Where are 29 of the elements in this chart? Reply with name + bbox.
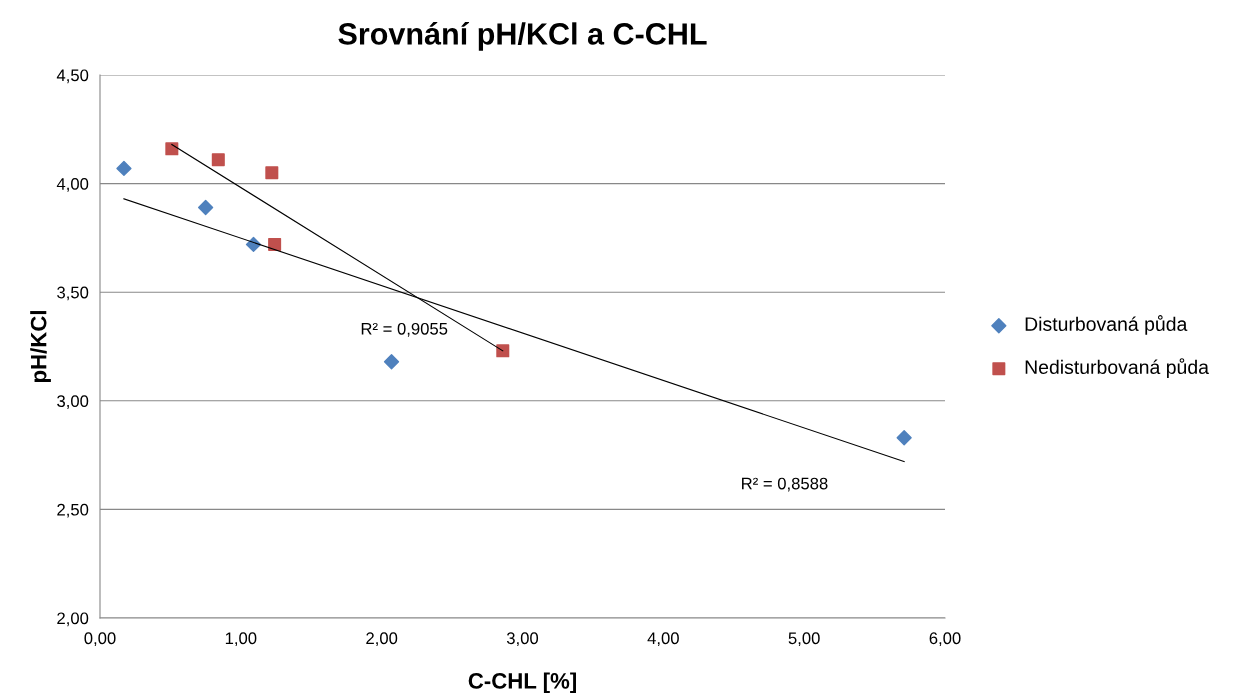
y-tick-label: 2,50: [57, 503, 89, 518]
y-tick-label: 4,50: [56, 69, 89, 84]
x-tick-label: 2,00: [366, 632, 398, 647]
x-tick-label: 6,00: [929, 632, 961, 647]
y-tick-label: 4,00: [56, 178, 89, 192]
legend-label: Disturbovaná půda: [1025, 315, 1188, 335]
y-axis-title: pH/KCl: [30, 311, 51, 383]
legend-label: Nedisturbovaná půda: [1025, 358, 1209, 378]
point: [268, 237, 282, 251]
annotation: R² = 0,9055: [361, 322, 448, 337]
point: [116, 160, 132, 177]
point: [265, 166, 279, 180]
point: [211, 153, 225, 167]
x-tick-label: 0,00: [84, 632, 116, 647]
y-tick-label: 3,00: [57, 395, 89, 409]
x-tick-label: 1,00: [225, 632, 257, 647]
point: [383, 354, 400, 370]
point: [496, 344, 510, 358]
y-tick-label: 3,50: [57, 286, 89, 301]
x-tick-label: 5,00: [788, 632, 820, 647]
y-tick-label: 2,00: [57, 612, 89, 627]
annotation: R² = 0,8588: [742, 477, 828, 492]
x-axis-title: C-CHL [%]: [468, 672, 576, 693]
x-tick-label: 4,00: [647, 632, 679, 647]
point: [165, 142, 179, 156]
chart-title: Srovnání pH/KCl a C-CHL: [338, 22, 707, 51]
point: [896, 430, 912, 446]
x-tick-label: 3,00: [506, 632, 539, 647]
point: [197, 199, 214, 216]
